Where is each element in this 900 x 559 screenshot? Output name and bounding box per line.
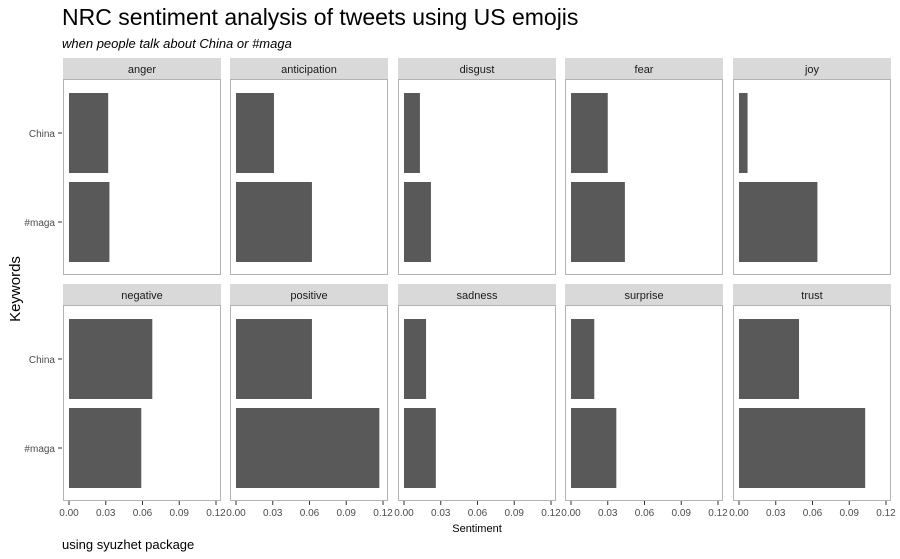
facet-strip-fear	[565, 58, 723, 79]
x-tick-label: 0.00	[226, 508, 246, 519]
x-tick-label: 0.00	[394, 508, 414, 519]
x-tick-label: 0.09	[672, 508, 692, 519]
facet-strip-positive	[230, 284, 388, 305]
facet-strip-label-anger: anger	[128, 64, 156, 76]
x-tick-label: 0.03	[263, 508, 283, 519]
facet-strip-negative	[63, 284, 221, 305]
bar-surprise-maga	[571, 408, 617, 488]
x-tick-label: 0.06	[803, 508, 823, 519]
bar-anticipation-maga	[236, 182, 312, 262]
x-tick-label: 0.12	[541, 508, 561, 519]
chart-title: NRC sentiment analysis of tweets using U…	[62, 4, 579, 30]
x-tick-label: 0.03	[96, 508, 116, 519]
facet-strip-anticipation	[230, 58, 388, 79]
facet-strip-sadness	[398, 284, 556, 305]
facet-strip-joy	[733, 58, 891, 79]
y-tick-label-china: China	[29, 129, 56, 140]
facet-strip-label-surprise: surprise	[624, 290, 663, 302]
x-tick-label: 0.00	[59, 508, 79, 519]
bar-negative-china	[69, 319, 153, 399]
bar-fear-china	[571, 93, 608, 173]
bar-trust-maga	[739, 408, 866, 488]
x-tick-label: 0.06	[635, 508, 655, 519]
x-tick-label: 0.06	[300, 508, 320, 519]
x-tick-label: 0.12	[876, 508, 896, 519]
chart-caption: using syuzhet package	[62, 537, 195, 552]
facet-strip-disgust	[398, 58, 556, 79]
y-tick-label-maga: #maga	[24, 444, 55, 455]
x-axis-title: Sentiment	[452, 523, 502, 535]
x-tick-label: 0.09	[505, 508, 525, 519]
facet-strip-anger	[63, 58, 221, 79]
x-tick-label: 0.03	[766, 508, 786, 519]
x-tick-label: 0.06	[468, 508, 488, 519]
y-axis-title: Keywords	[7, 256, 24, 322]
bar-joy-china	[739, 93, 748, 173]
bar-anticipation-china	[236, 93, 274, 173]
x-tick-label: 0.12	[373, 508, 393, 519]
facet-strip-label-joy: joy	[804, 64, 820, 76]
x-tick-label: 0.12	[206, 508, 226, 519]
facet-strip-trust	[733, 284, 891, 305]
y-tick-label-maga: #maga	[24, 218, 55, 229]
facet-strip-label-anticipation: anticipation	[281, 64, 337, 76]
facet-strip-label-sadness: sadness	[457, 290, 498, 302]
facet-strip-surprise	[565, 284, 723, 305]
x-tick-label: 0.06	[133, 508, 153, 519]
facet-strip-label-disgust: disgust	[460, 64, 495, 76]
bar-disgust-china	[404, 93, 420, 173]
bar-anger-maga	[69, 182, 110, 262]
x-tick-label: 0.12	[708, 508, 728, 519]
bar-anger-china	[69, 93, 109, 173]
facet-strip-label-negative: negative	[121, 290, 163, 302]
y-tick-label-china: China	[29, 355, 56, 366]
bar-joy-maga	[739, 182, 818, 262]
bar-sadness-maga	[404, 408, 436, 488]
x-tick-label: 0.03	[598, 508, 618, 519]
bar-negative-maga	[69, 408, 142, 488]
x-tick-label: 0.09	[170, 508, 190, 519]
facet-strip-label-positive: positive	[290, 290, 327, 302]
x-tick-label: 0.00	[561, 508, 581, 519]
facet-strip-label-trust: trust	[801, 290, 822, 302]
bar-fear-maga	[571, 182, 625, 262]
chart-subtitle: when people talk about China or #maga	[62, 36, 292, 51]
facet-strip-label-fear: fear	[635, 64, 654, 76]
bar-surprise-china	[571, 319, 595, 399]
bar-positive-maga	[236, 408, 380, 488]
bar-sadness-china	[404, 319, 427, 399]
x-tick-label: 0.09	[840, 508, 860, 519]
x-tick-label: 0.09	[337, 508, 357, 519]
x-tick-label: 0.03	[431, 508, 451, 519]
bar-disgust-maga	[404, 182, 431, 262]
bar-trust-china	[739, 319, 800, 399]
x-tick-label: 0.00	[729, 508, 749, 519]
bar-positive-china	[236, 319, 312, 399]
